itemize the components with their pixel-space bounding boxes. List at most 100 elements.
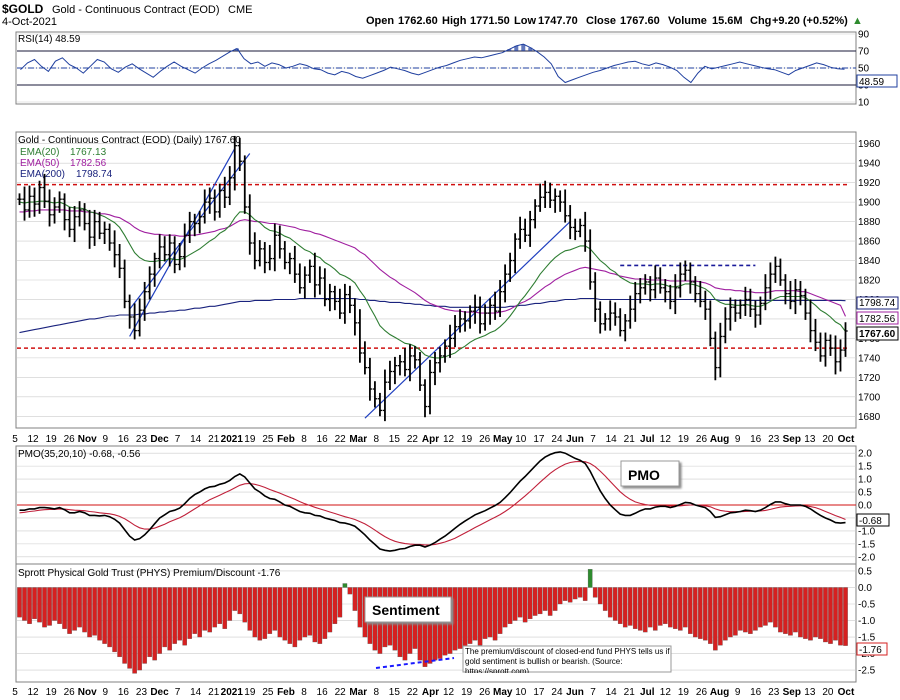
volume-value: 15.6M xyxy=(712,15,743,27)
price-bar xyxy=(17,193,22,206)
phys-bar xyxy=(718,587,723,646)
sentiment-annotation-text: Sentiment xyxy=(372,602,440,618)
price-bar xyxy=(628,295,633,329)
price-bar xyxy=(823,332,828,367)
x-axis-tick-label: 26 xyxy=(479,434,491,445)
x-axis-tick-label: Nov xyxy=(78,687,97,698)
x-axis-tick-label: 7 xyxy=(590,434,596,445)
price-bar xyxy=(337,288,343,319)
horizontal-levels xyxy=(17,183,848,349)
phys-bar xyxy=(803,587,808,639)
x-axis-tick-label: 19 xyxy=(678,687,690,698)
phys-bar xyxy=(783,587,788,634)
price-bar xyxy=(187,211,192,244)
phys-bar xyxy=(452,587,458,651)
x-axis-tick-label: 5 xyxy=(12,434,18,445)
price-bar xyxy=(147,266,152,300)
price-bar xyxy=(22,186,27,221)
price-bar xyxy=(377,392,383,417)
phys-bar xyxy=(332,587,338,624)
phys-bar xyxy=(597,587,603,605)
price-bar xyxy=(47,189,52,227)
phys-bar xyxy=(172,587,177,644)
price-bar xyxy=(618,308,623,337)
phys-bar xyxy=(778,587,783,633)
price-bar xyxy=(462,311,468,332)
phys-bar xyxy=(242,587,248,623)
price-bar xyxy=(487,298,493,325)
price-bar xyxy=(502,264,508,303)
phys-bar xyxy=(828,587,833,644)
phys-bar xyxy=(542,587,548,611)
x-axis-tick-label: 19 xyxy=(244,687,256,698)
price-bar xyxy=(252,232,257,270)
price-bar xyxy=(102,221,107,244)
phys-bar xyxy=(582,587,588,601)
phys-bar xyxy=(693,587,698,638)
rsi-tick-label: 10 xyxy=(858,98,870,109)
price-bar xyxy=(793,279,798,315)
price-bar xyxy=(272,223,278,272)
x-axis-tick-label: 19 xyxy=(461,687,473,698)
pmo-panel: PMO(35,20,10) -0.68, -0.56 PMO -0.68 xyxy=(17,449,890,552)
phys-bar xyxy=(552,587,558,611)
phys-bar xyxy=(823,587,828,643)
phys-bar xyxy=(843,587,848,646)
x-axis-tick-label: 22 xyxy=(407,434,419,445)
price-bar xyxy=(277,225,283,259)
price-bar xyxy=(402,348,408,377)
phys-bar xyxy=(492,587,498,641)
x-axis-tick-label: 2021 xyxy=(221,687,244,698)
price-bar xyxy=(753,300,758,328)
price-bar xyxy=(112,230,117,268)
phys-bar xyxy=(808,587,813,641)
x-axis-tick-label: 7 xyxy=(175,687,181,698)
phys-bar xyxy=(768,587,773,623)
x-axis-tick-label: 21 xyxy=(624,434,636,445)
phys-bar xyxy=(647,587,653,628)
x-axis-tick-label: 24 xyxy=(551,434,563,445)
phys-bar xyxy=(127,587,132,669)
x-axis-tick-label: 16 xyxy=(750,687,762,698)
close-right-label: 1767.60 xyxy=(859,329,896,340)
x-axis-tick-label: 22 xyxy=(335,434,347,445)
price-bar xyxy=(567,205,573,240)
x-axis-tick-label: 10 xyxy=(515,434,527,445)
rsi-tick-label: 70 xyxy=(858,47,870,58)
x-axis-tick-label: 22 xyxy=(335,687,347,698)
price-bar xyxy=(87,209,92,249)
phys-bar xyxy=(247,587,253,631)
price-tick-label: 1900 xyxy=(858,198,881,209)
x-axis-tick-label: 26 xyxy=(479,687,491,698)
price-bar xyxy=(97,211,102,240)
phys-bar xyxy=(833,587,838,641)
phys-bar xyxy=(67,587,72,634)
phys-last-value-tag: -1.76 xyxy=(856,642,888,656)
phys-bar xyxy=(277,587,283,638)
phys-bar xyxy=(347,587,353,595)
phys-bar xyxy=(422,587,428,667)
price-bar xyxy=(152,252,157,287)
price-bar xyxy=(678,262,683,298)
price-bar xyxy=(27,185,32,218)
ohlc-summary: Open 1762.60 High 1771.50 Low 1747.70 Cl… xyxy=(366,15,863,27)
rsi-panel: RSI(14) 48.59 48.59 xyxy=(17,34,898,88)
phys-bar xyxy=(673,587,678,629)
phys-panel-frame xyxy=(15,563,857,683)
phys-bar xyxy=(547,587,553,616)
price-bar xyxy=(232,135,237,191)
x-axis-tick-label: 21 xyxy=(624,687,636,698)
price-bar xyxy=(307,259,313,283)
phys-bar xyxy=(532,587,538,616)
price-bar xyxy=(42,173,47,208)
x-axis-tick-label: Apr xyxy=(422,687,439,698)
x-axis-tick-label: 26 xyxy=(696,687,708,698)
price-bar xyxy=(557,190,563,212)
phys-bar xyxy=(32,587,37,620)
price-bar xyxy=(347,285,353,314)
price-bar xyxy=(177,243,182,271)
price-bar xyxy=(412,346,418,369)
phys-bar xyxy=(663,587,668,624)
price-bar xyxy=(668,284,673,310)
